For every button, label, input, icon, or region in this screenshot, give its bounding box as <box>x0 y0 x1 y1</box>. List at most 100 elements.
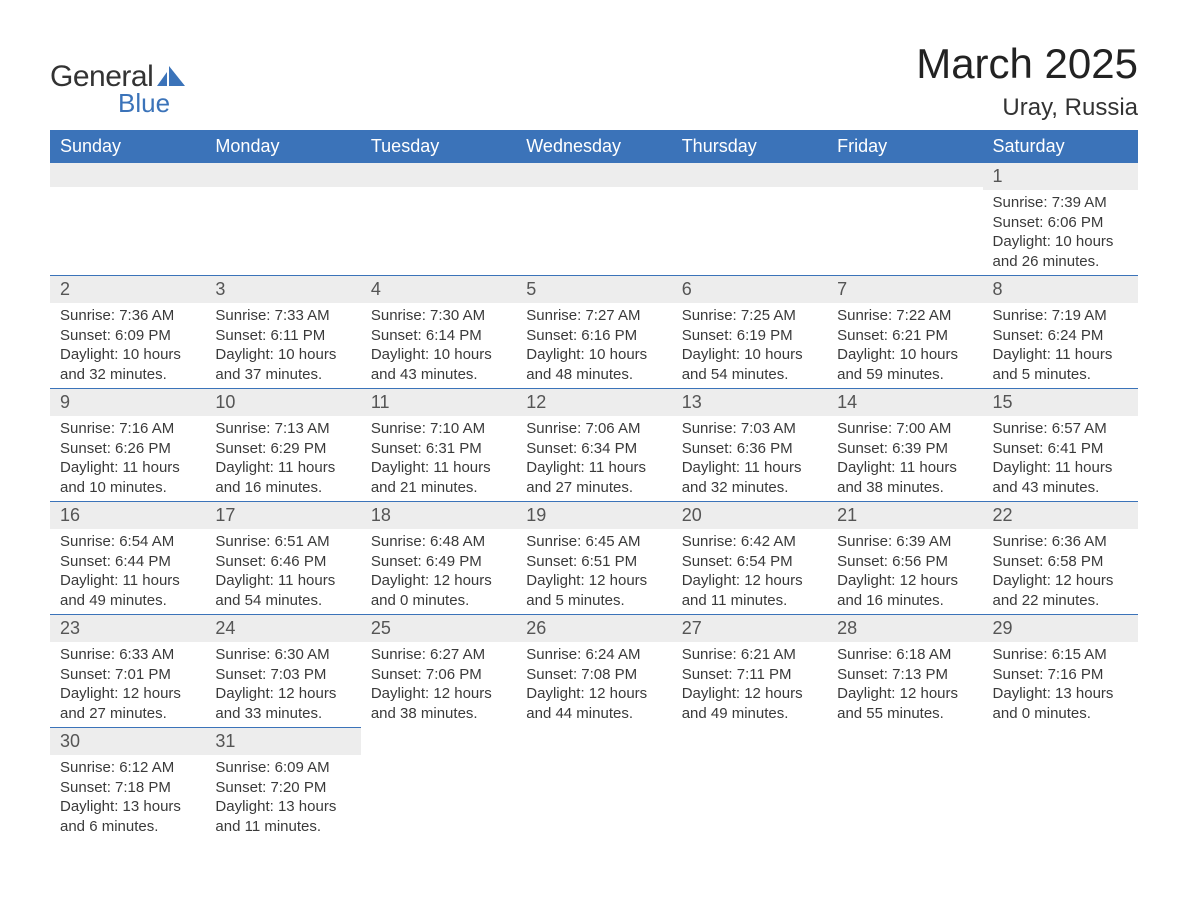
day-number: 2 <box>50 276 205 303</box>
day-body: Sunrise: 7:33 AMSunset: 6:11 PMDaylight:… <box>205 303 360 388</box>
calendar-cell: 22Sunrise: 6:36 AMSunset: 6:58 PMDayligh… <box>983 502 1138 615</box>
calendar-cell <box>672 163 827 276</box>
header: General Blue March 2025 Uray, Russia <box>50 40 1138 122</box>
day-sunrise: Sunrise: 7:16 AM <box>60 419 195 439</box>
day-sunset: Sunset: 7:08 PM <box>526 665 661 685</box>
day-number <box>827 163 982 187</box>
day-sunrise: Sunrise: 7:19 AM <box>993 306 1128 326</box>
calendar-cell: 23Sunrise: 6:33 AMSunset: 7:01 PMDayligh… <box>50 615 205 728</box>
day-number: 14 <box>827 389 982 416</box>
day-sunset: Sunset: 6:58 PM <box>993 552 1128 572</box>
day-body <box>50 187 205 272</box>
calendar-cell: 12Sunrise: 7:06 AMSunset: 6:34 PMDayligh… <box>516 389 671 502</box>
calendar-cell: 3Sunrise: 7:33 AMSunset: 6:11 PMDaylight… <box>205 276 360 389</box>
calendar-cell: 8Sunrise: 7:19 AMSunset: 6:24 PMDaylight… <box>983 276 1138 389</box>
day-daylight1: Daylight: 11 hours <box>993 458 1128 478</box>
day-daylight1: Daylight: 10 hours <box>60 345 195 365</box>
calendar-cell: 30Sunrise: 6:12 AMSunset: 7:18 PMDayligh… <box>50 728 205 841</box>
calendar-cell <box>516 163 671 276</box>
day-daylight2: and 44 minutes. <box>526 704 661 724</box>
calendar-cell <box>672 728 827 841</box>
day-sunset: Sunset: 6:54 PM <box>682 552 817 572</box>
calendar-row: 30Sunrise: 6:12 AMSunset: 7:18 PMDayligh… <box>50 728 1138 841</box>
col-thursday: Thursday <box>672 130 827 163</box>
calendar-cell: 13Sunrise: 7:03 AMSunset: 6:36 PMDayligh… <box>672 389 827 502</box>
day-daylight2: and 27 minutes. <box>60 704 195 724</box>
day-number: 12 <box>516 389 671 416</box>
day-daylight2: and 0 minutes. <box>993 704 1128 724</box>
day-daylight2: and 5 minutes. <box>993 365 1128 385</box>
day-daylight2: and 16 minutes. <box>837 591 972 611</box>
day-number: 7 <box>827 276 982 303</box>
calendar-cell: 18Sunrise: 6:48 AMSunset: 6:49 PMDayligh… <box>361 502 516 615</box>
day-sunrise: Sunrise: 7:13 AM <box>215 419 350 439</box>
calendar-cell <box>827 728 982 841</box>
calendar-cell: 1Sunrise: 7:39 AMSunset: 6:06 PMDaylight… <box>983 163 1138 276</box>
day-number: 8 <box>983 276 1138 303</box>
day-number: 15 <box>983 389 1138 416</box>
day-daylight2: and 38 minutes. <box>371 704 506 724</box>
day-number: 17 <box>205 502 360 529</box>
day-sunrise: Sunrise: 7:27 AM <box>526 306 661 326</box>
day-body <box>205 187 360 272</box>
calendar-cell <box>50 163 205 276</box>
day-daylight2: and 11 minutes. <box>215 817 350 837</box>
day-daylight1: Daylight: 11 hours <box>371 458 506 478</box>
day-number: 11 <box>361 389 516 416</box>
day-sunrise: Sunrise: 7:39 AM <box>993 193 1128 213</box>
day-sunset: Sunset: 6:09 PM <box>60 326 195 346</box>
day-number: 1 <box>983 163 1138 190</box>
day-daylight2: and 10 minutes. <box>60 478 195 498</box>
day-body: Sunrise: 6:45 AMSunset: 6:51 PMDaylight:… <box>516 529 671 614</box>
day-body: Sunrise: 7:36 AMSunset: 6:09 PMDaylight:… <box>50 303 205 388</box>
day-sunset: Sunset: 7:06 PM <box>371 665 506 685</box>
day-daylight1: Daylight: 12 hours <box>837 684 972 704</box>
day-daylight1: Daylight: 10 hours <box>837 345 972 365</box>
day-daylight1: Daylight: 11 hours <box>526 458 661 478</box>
calendar-cell: 29Sunrise: 6:15 AMSunset: 7:16 PMDayligh… <box>983 615 1138 728</box>
calendar-cell: 6Sunrise: 7:25 AMSunset: 6:19 PMDaylight… <box>672 276 827 389</box>
day-daylight1: Daylight: 11 hours <box>837 458 972 478</box>
day-body: Sunrise: 7:27 AMSunset: 6:16 PMDaylight:… <box>516 303 671 388</box>
day-daylight1: Daylight: 12 hours <box>60 684 195 704</box>
day-number: 29 <box>983 615 1138 642</box>
day-body: Sunrise: 6:21 AMSunset: 7:11 PMDaylight:… <box>672 642 827 727</box>
day-number <box>205 163 360 187</box>
day-sunrise: Sunrise: 6:39 AM <box>837 532 972 552</box>
day-daylight2: and 21 minutes. <box>371 478 506 498</box>
calendar-cell: 25Sunrise: 6:27 AMSunset: 7:06 PMDayligh… <box>361 615 516 728</box>
day-daylight2: and 37 minutes. <box>215 365 350 385</box>
day-body: Sunrise: 7:25 AMSunset: 6:19 PMDaylight:… <box>672 303 827 388</box>
day-number: 27 <box>672 615 827 642</box>
logo: General Blue <box>50 40 185 119</box>
calendar-cell: 27Sunrise: 6:21 AMSunset: 7:11 PMDayligh… <box>672 615 827 728</box>
day-body: Sunrise: 7:03 AMSunset: 6:36 PMDaylight:… <box>672 416 827 501</box>
day-number <box>983 728 1138 752</box>
day-sunset: Sunset: 6:31 PM <box>371 439 506 459</box>
day-daylight2: and 32 minutes. <box>682 478 817 498</box>
day-body: Sunrise: 7:30 AMSunset: 6:14 PMDaylight:… <box>361 303 516 388</box>
calendar-cell: 4Sunrise: 7:30 AMSunset: 6:14 PMDaylight… <box>361 276 516 389</box>
day-sunrise: Sunrise: 6:18 AM <box>837 645 972 665</box>
calendar-cell: 20Sunrise: 6:42 AMSunset: 6:54 PMDayligh… <box>672 502 827 615</box>
day-daylight1: Daylight: 13 hours <box>993 684 1128 704</box>
day-number: 19 <box>516 502 671 529</box>
day-number: 23 <box>50 615 205 642</box>
day-daylight2: and 22 minutes. <box>993 591 1128 611</box>
calendar-row: 9Sunrise: 7:16 AMSunset: 6:26 PMDaylight… <box>50 389 1138 502</box>
day-sunset: Sunset: 6:06 PM <box>993 213 1128 233</box>
day-number <box>361 163 516 187</box>
day-sunrise: Sunrise: 6:12 AM <box>60 758 195 778</box>
day-daylight1: Daylight: 12 hours <box>371 684 506 704</box>
day-sunrise: Sunrise: 6:15 AM <box>993 645 1128 665</box>
day-body <box>672 187 827 272</box>
calendar-cell <box>361 163 516 276</box>
day-daylight2: and 38 minutes. <box>837 478 972 498</box>
day-body: Sunrise: 6:51 AMSunset: 6:46 PMDaylight:… <box>205 529 360 614</box>
calendar-cell: 10Sunrise: 7:13 AMSunset: 6:29 PMDayligh… <box>205 389 360 502</box>
day-daylight2: and 0 minutes. <box>371 591 506 611</box>
day-sunset: Sunset: 6:29 PM <box>215 439 350 459</box>
day-body: Sunrise: 6:24 AMSunset: 7:08 PMDaylight:… <box>516 642 671 727</box>
day-daylight2: and 27 minutes. <box>526 478 661 498</box>
day-daylight1: Daylight: 11 hours <box>215 458 350 478</box>
